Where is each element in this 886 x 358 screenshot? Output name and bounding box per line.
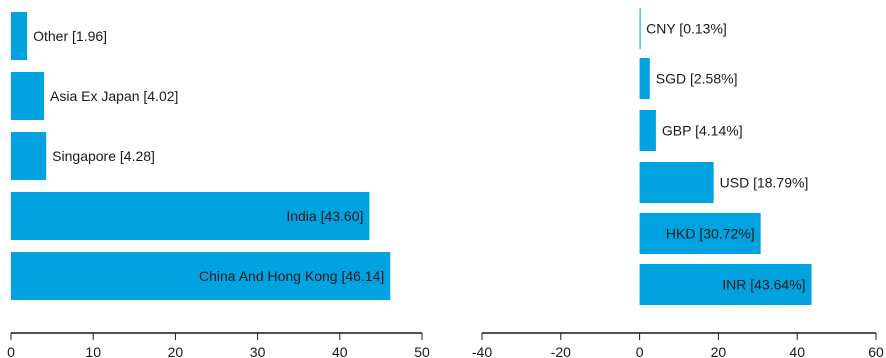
currency-x-tick-label: 40 [789, 344, 805, 358]
bar-sgd [639, 58, 650, 99]
bar-label-cny: CNY [0.13%] [646, 21, 727, 37]
bar-hkd [639, 213, 761, 254]
currency-x-tick-label: -20 [551, 344, 571, 358]
region-x-tick-label: 50 [414, 344, 430, 358]
currency-x-tick-label: 20 [711, 344, 727, 358]
bar-asia-ex-japan [11, 72, 45, 120]
bar-label-usd: USD [18.79%] [720, 175, 809, 191]
currency-allocation-chart: CNY [0.13%] SGD [2.58%] GBP [4.14%] USD [18… [472, 8, 884, 358]
region-x-tick-label: 20 [168, 344, 184, 358]
bar-cny [639, 8, 641, 49]
bar-usd [639, 162, 714, 203]
region-x-tick-label: 0 [7, 344, 15, 358]
bar-label-hkd: HKD [30.72%] [666, 226, 755, 242]
bar-label-china-and-hong-kong: China And Hong Kong [46.14] [199, 268, 384, 284]
currency-x-tick-label: 60 [868, 344, 884, 358]
bar-label-sgd: SGD [2.58%] [656, 71, 738, 87]
region-allocation-chart: Other [1.96] Asia Ex Japan [4.02] Singapor… [7, 12, 430, 358]
region-x-tick-label: 40 [332, 344, 348, 358]
bar-china-and-hong-kong [11, 252, 391, 300]
bar-label-singapore: Singapore [4.28] [52, 148, 155, 164]
bar-other [11, 12, 28, 60]
region-x-tick-label: 30 [250, 344, 266, 358]
bar-inr [639, 264, 812, 305]
currency-x-tick-label: -40 [472, 344, 492, 358]
bar-label-india: India [43.60] [286, 208, 363, 224]
currency-x-tick-label: 0 [636, 344, 644, 358]
bar-label-gbp: GBP [4.14%] [662, 123, 743, 139]
bar-label-inr: INR [43.64%] [722, 277, 805, 293]
region-x-tick-label: 10 [85, 344, 101, 358]
bar-singapore [11, 132, 47, 180]
bar-label-asia-ex-japan: Asia Ex Japan [4.02] [50, 88, 178, 104]
bar-gbp [639, 110, 656, 151]
bar-label-other: Other [1.96] [33, 28, 107, 44]
bar-india [11, 192, 370, 240]
